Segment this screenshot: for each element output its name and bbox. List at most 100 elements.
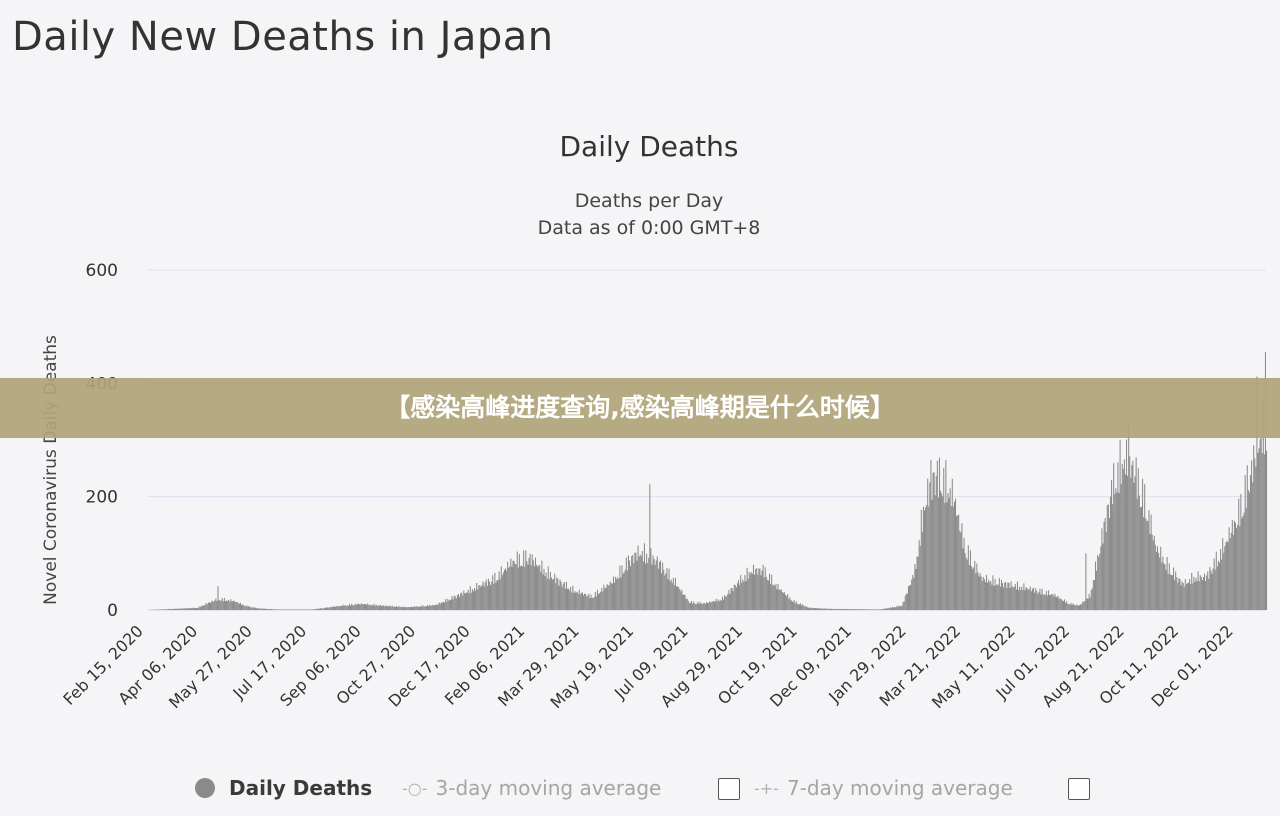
bar bbox=[245, 606, 247, 610]
bar bbox=[390, 606, 392, 610]
bar bbox=[1227, 542, 1229, 610]
bar bbox=[905, 593, 907, 610]
bar bbox=[590, 594, 592, 610]
bar bbox=[983, 579, 985, 610]
bar bbox=[803, 605, 805, 610]
bar bbox=[766, 579, 768, 610]
bar bbox=[207, 602, 209, 610]
bar bbox=[488, 581, 491, 610]
bar bbox=[325, 608, 327, 610]
bar bbox=[680, 591, 682, 610]
bar bbox=[313, 609, 315, 610]
bar bbox=[295, 609, 297, 610]
bar bbox=[907, 586, 910, 610]
bar bbox=[645, 563, 647, 610]
bar bbox=[240, 604, 243, 610]
bar bbox=[817, 608, 819, 610]
bar bbox=[312, 609, 314, 610]
bar bbox=[1147, 521, 1149, 610]
bar bbox=[1263, 454, 1265, 610]
bar bbox=[383, 605, 385, 610]
bar bbox=[1111, 480, 1113, 610]
bar bbox=[1049, 594, 1051, 610]
bar bbox=[347, 605, 349, 610]
bar bbox=[473, 587, 476, 610]
bar bbox=[1196, 581, 1198, 610]
bar bbox=[937, 497, 939, 610]
bar bbox=[1044, 594, 1046, 610]
bar bbox=[1260, 437, 1262, 610]
bar bbox=[441, 602, 443, 610]
bar bbox=[925, 507, 927, 610]
bar bbox=[1238, 498, 1240, 610]
bar bbox=[588, 593, 590, 610]
bar bbox=[320, 608, 322, 610]
bar bbox=[491, 581, 493, 610]
bar bbox=[830, 608, 833, 610]
bar bbox=[1004, 582, 1006, 610]
bar bbox=[583, 595, 585, 610]
bar bbox=[912, 575, 914, 610]
bar bbox=[818, 607, 820, 610]
bar bbox=[758, 568, 760, 610]
bar bbox=[219, 600, 221, 610]
bar bbox=[1129, 456, 1131, 610]
bar bbox=[1204, 573, 1206, 610]
bar bbox=[884, 608, 886, 610]
bar bbox=[472, 591, 474, 610]
bar bbox=[906, 593, 908, 610]
bar bbox=[972, 568, 974, 610]
bar bbox=[587, 595, 589, 610]
bar bbox=[1198, 581, 1200, 610]
bar bbox=[266, 608, 268, 610]
bar bbox=[522, 566, 524, 610]
bar bbox=[1193, 576, 1195, 610]
legend-3day-average[interactable]: -○- 3-day moving average bbox=[402, 770, 661, 806]
bar bbox=[248, 605, 250, 610]
bar bbox=[353, 605, 355, 610]
bar bbox=[832, 609, 834, 610]
bar bbox=[414, 606, 416, 610]
bar bbox=[756, 568, 758, 610]
bar bbox=[885, 608, 887, 610]
bar bbox=[164, 609, 166, 610]
bar bbox=[440, 602, 442, 610]
bar bbox=[787, 594, 789, 610]
bar bbox=[1039, 588, 1041, 610]
bar bbox=[217, 586, 219, 610]
bar bbox=[1252, 482, 1254, 610]
bar bbox=[462, 595, 464, 610]
bar bbox=[238, 603, 240, 610]
bar bbox=[1119, 439, 1121, 610]
bar bbox=[188, 608, 190, 610]
bar bbox=[307, 609, 309, 610]
bar bbox=[490, 585, 492, 610]
bar bbox=[1131, 465, 1133, 610]
bar bbox=[781, 592, 783, 610]
bar bbox=[695, 603, 697, 610]
bar bbox=[870, 609, 872, 610]
bar bbox=[170, 608, 172, 610]
legend-7day-average[interactable]: -+- 7-day moving average bbox=[754, 770, 1013, 806]
legend-3day-checkbox[interactable] bbox=[718, 778, 740, 800]
bar bbox=[572, 585, 574, 610]
bar bbox=[316, 608, 318, 610]
bar bbox=[382, 605, 384, 610]
bar bbox=[794, 603, 796, 610]
bar bbox=[689, 602, 691, 610]
bar bbox=[606, 584, 608, 610]
bar bbox=[603, 584, 605, 610]
bar bbox=[429, 604, 431, 610]
bar bbox=[548, 579, 550, 610]
bar bbox=[801, 605, 803, 610]
bar bbox=[943, 467, 945, 610]
bar bbox=[476, 583, 478, 610]
legend-7day-checkbox[interactable] bbox=[1068, 778, 1090, 800]
bar bbox=[509, 566, 511, 610]
legend-daily-deaths[interactable]: Daily Deaths bbox=[195, 770, 372, 806]
bar bbox=[561, 586, 563, 610]
bar bbox=[466, 592, 468, 610]
bar bbox=[172, 608, 174, 610]
bar bbox=[717, 599, 719, 610]
bar bbox=[941, 493, 943, 610]
